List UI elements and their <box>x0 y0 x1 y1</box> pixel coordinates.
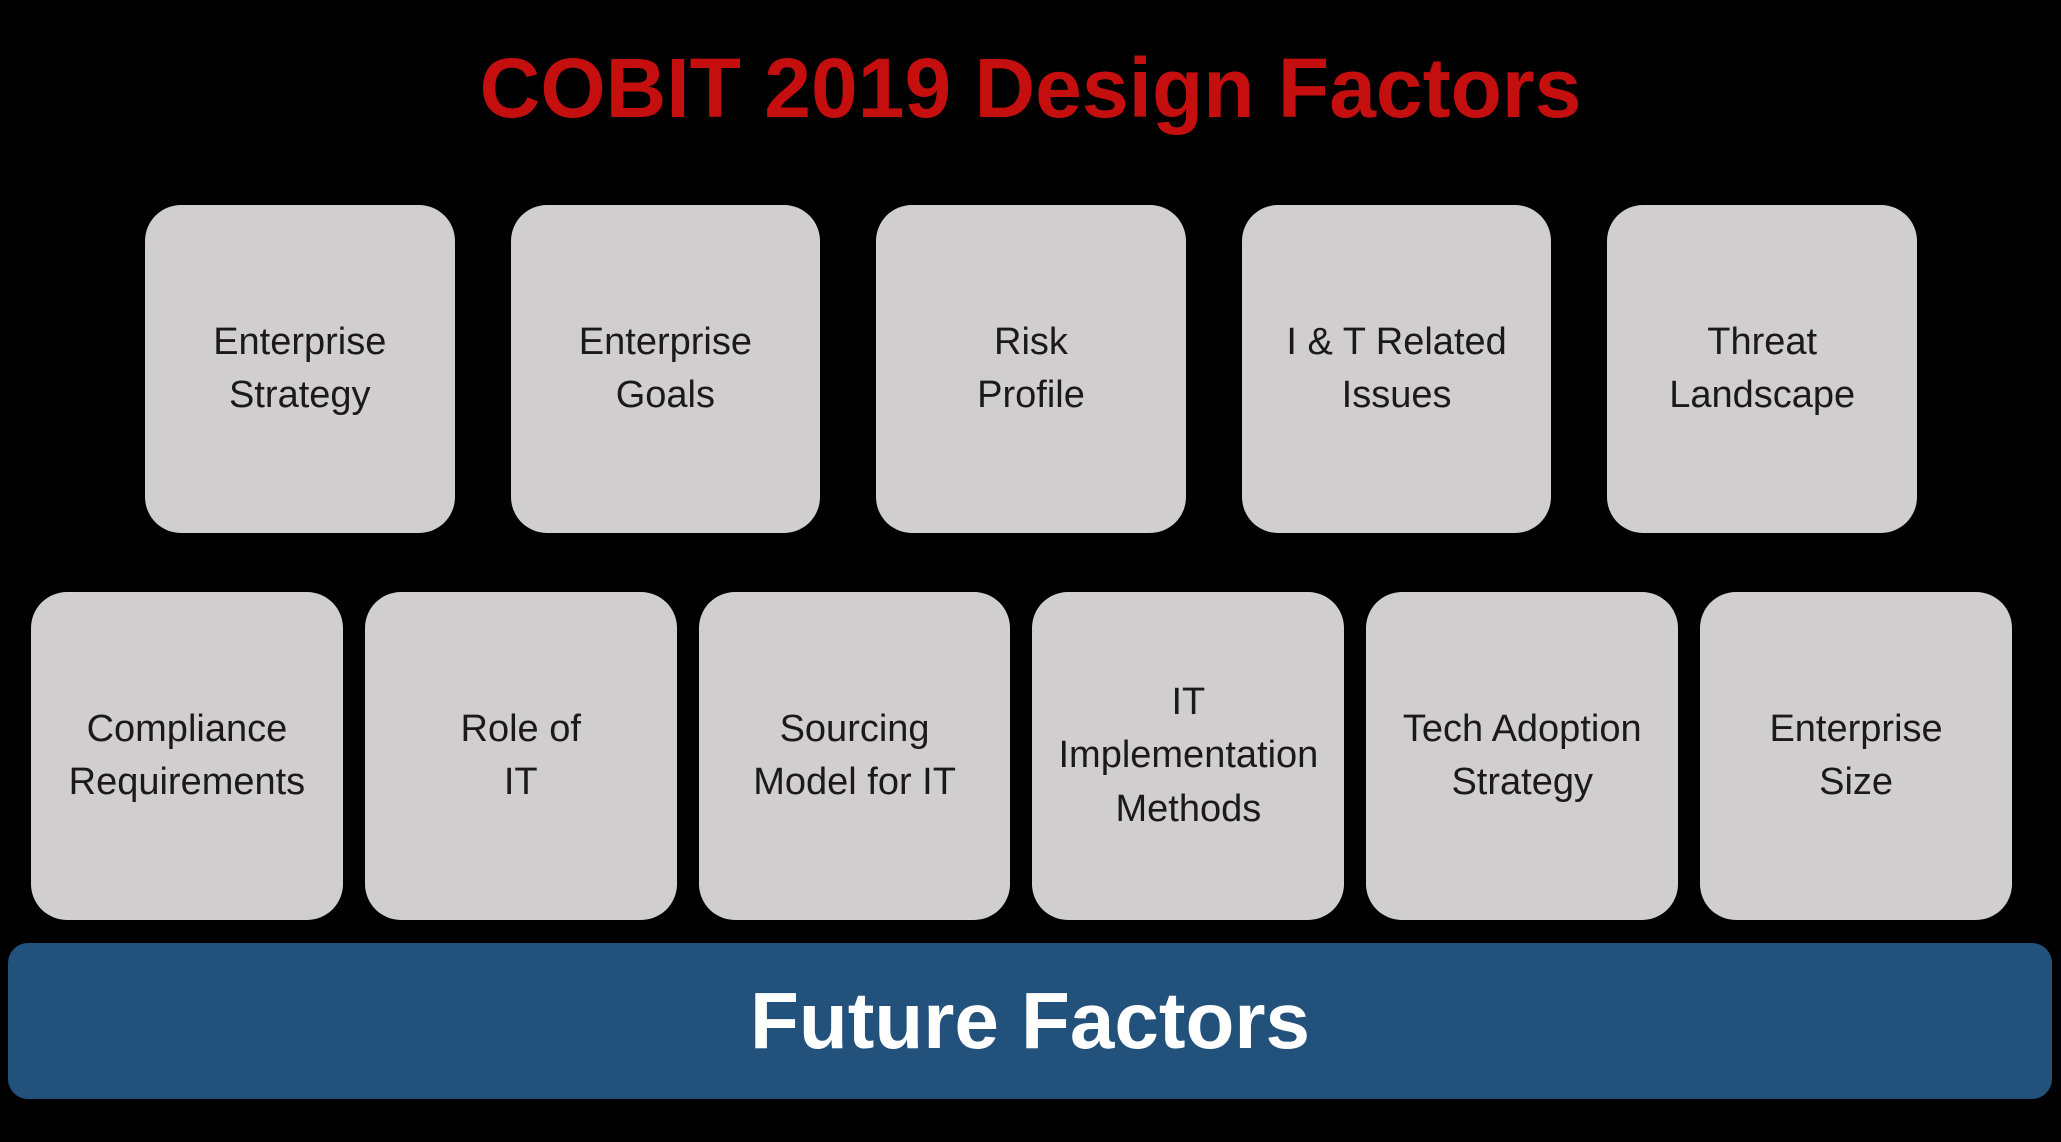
future-factors-banner: Future Factors <box>8 943 2052 1099</box>
factor-role-of-it: Role of IT <box>364 592 677 920</box>
factor-label: Tech Adoption Strategy <box>1402 707 1642 803</box>
factor-it-implementation-methods: IT Implementation Methods <box>1032 592 1345 920</box>
factor-label: Enterprise Goals <box>578 320 752 416</box>
factor-label: Threat Landscape <box>1669 320 1856 416</box>
factor-label: I & T Related Issues <box>1286 320 1507 416</box>
future-factors-label: Future Factors <box>749 976 1311 1065</box>
factor-label: Compliance Requirements <box>68 707 306 803</box>
factor-enterprise-size: Enterprise Size <box>1700 592 2012 920</box>
factor-enterprise-goals: Enterprise Goals <box>510 205 821 533</box>
slide-title: COBIT 2019 Design Factors <box>479 41 1582 135</box>
factor-sourcing-model-for-it: Sourcing Model for IT <box>698 592 1011 920</box>
factor-it-related-issues: I & T Related Issues <box>1241 205 1552 533</box>
factor-enterprise-strategy: Enterprise Strategy <box>145 205 455 533</box>
factor-risk-profile: Risk Profile <box>876 205 1186 533</box>
design-factors-row-top: Enterprise Strategy Enterprise Goals Ris… <box>145 205 1917 533</box>
factor-threat-landscape: Threat Landscape <box>1607 205 1917 533</box>
factor-compliance-requirements: Compliance Requirements <box>31 592 343 920</box>
factor-label: Enterprise Size <box>1769 707 1943 803</box>
factor-label: Role of IT <box>460 707 581 803</box>
design-factors-row-bottom: Compliance Requirements Role of IT Sourc… <box>31 592 2012 920</box>
factor-label: IT Implementation Methods <box>1058 681 1319 830</box>
factor-label: Sourcing Model for IT <box>753 707 956 803</box>
factor-label: Risk Profile <box>977 320 1085 416</box>
factor-tech-adoption-strategy: Tech Adoption Strategy <box>1366 592 1679 920</box>
factor-label: Enterprise Strategy <box>213 320 387 416</box>
